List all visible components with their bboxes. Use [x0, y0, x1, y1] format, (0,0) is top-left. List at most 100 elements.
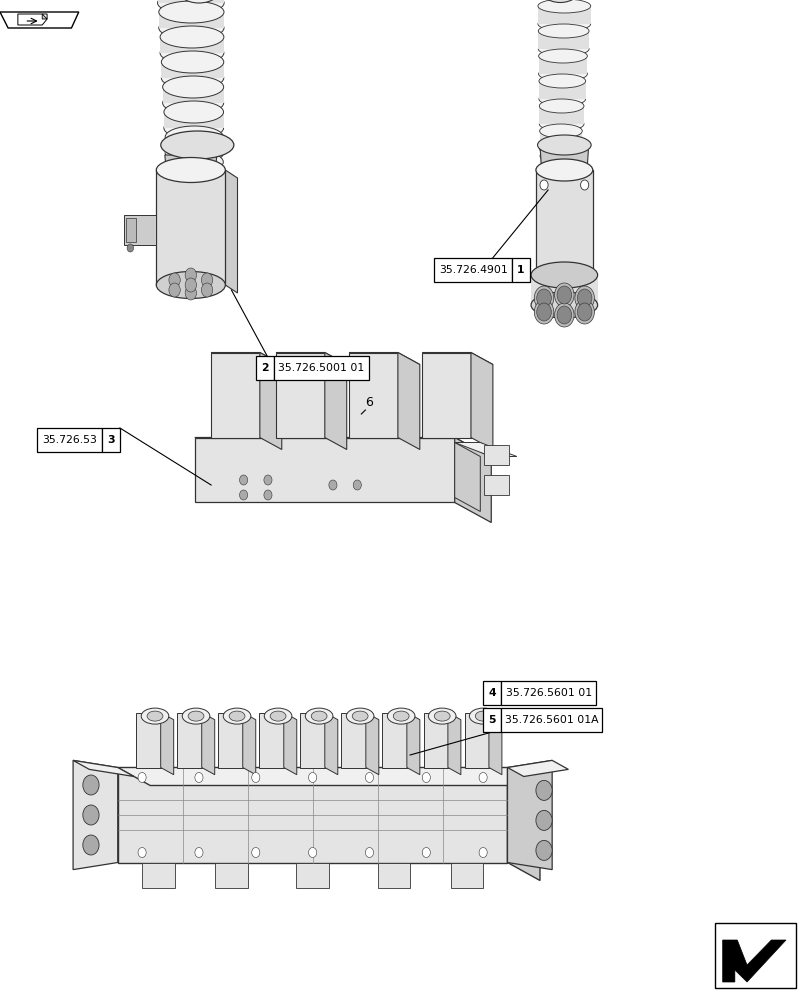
Polygon shape	[177, 712, 201, 768]
Polygon shape	[218, 712, 242, 768]
Polygon shape	[324, 353, 346, 450]
Ellipse shape	[305, 708, 333, 724]
Polygon shape	[161, 712, 174, 775]
Circle shape	[83, 835, 99, 855]
Polygon shape	[211, 353, 260, 438]
Polygon shape	[211, 353, 281, 364]
Polygon shape	[201, 712, 214, 775]
Polygon shape	[507, 768, 539, 880]
Polygon shape	[42, 14, 47, 19]
Circle shape	[536, 289, 551, 307]
Polygon shape	[537, 6, 590, 24]
Polygon shape	[538, 56, 586, 74]
Polygon shape	[539, 81, 585, 99]
Ellipse shape	[538, 42, 588, 56]
Circle shape	[308, 772, 316, 782]
Ellipse shape	[159, 17, 224, 39]
FancyBboxPatch shape	[500, 681, 595, 705]
Ellipse shape	[147, 711, 163, 721]
Circle shape	[478, 772, 487, 782]
Ellipse shape	[393, 711, 409, 721]
Ellipse shape	[166, 151, 223, 173]
Polygon shape	[539, 131, 581, 149]
Ellipse shape	[174, 0, 223, 3]
Circle shape	[536, 303, 551, 321]
Circle shape	[201, 273, 212, 287]
Polygon shape	[422, 353, 492, 364]
Text: 4: 4	[487, 688, 496, 698]
Polygon shape	[539, 145, 588, 170]
Circle shape	[577, 289, 591, 307]
Polygon shape	[118, 768, 539, 786]
Circle shape	[138, 847, 146, 857]
Ellipse shape	[157, 0, 224, 14]
Circle shape	[534, 300, 553, 324]
Ellipse shape	[264, 708, 291, 724]
Polygon shape	[165, 155, 217, 173]
Circle shape	[577, 303, 591, 321]
Circle shape	[478, 847, 487, 857]
Polygon shape	[276, 353, 346, 364]
Polygon shape	[488, 712, 501, 775]
Ellipse shape	[352, 711, 367, 721]
Polygon shape	[161, 62, 224, 78]
Polygon shape	[260, 353, 281, 450]
FancyBboxPatch shape	[714, 923, 795, 988]
Ellipse shape	[182, 708, 209, 724]
Ellipse shape	[434, 711, 449, 721]
Circle shape	[556, 286, 571, 304]
Polygon shape	[483, 445, 508, 465]
Polygon shape	[18, 14, 47, 25]
Polygon shape	[215, 862, 247, 888]
Circle shape	[185, 268, 196, 282]
Ellipse shape	[387, 708, 414, 724]
Ellipse shape	[539, 117, 583, 131]
Ellipse shape	[311, 711, 327, 721]
Ellipse shape	[538, 49, 586, 63]
Polygon shape	[422, 353, 470, 438]
Polygon shape	[538, 31, 588, 49]
Polygon shape	[283, 712, 296, 775]
Ellipse shape	[538, 67, 586, 81]
Circle shape	[574, 300, 594, 324]
Polygon shape	[406, 712, 419, 775]
Polygon shape	[470, 353, 492, 450]
Circle shape	[554, 303, 573, 327]
Ellipse shape	[474, 711, 491, 721]
Polygon shape	[165, 137, 223, 153]
Polygon shape	[225, 170, 237, 293]
Ellipse shape	[537, 0, 581, 3]
Polygon shape	[195, 438, 454, 502]
Text: 35.726.53: 35.726.53	[42, 435, 97, 445]
Circle shape	[169, 273, 180, 287]
Ellipse shape	[537, 0, 590, 13]
Polygon shape	[166, 162, 223, 178]
Ellipse shape	[188, 711, 204, 721]
Polygon shape	[507, 760, 568, 776]
Circle shape	[169, 283, 180, 297]
Circle shape	[535, 810, 551, 830]
Ellipse shape	[141, 708, 169, 724]
Ellipse shape	[165, 126, 223, 148]
Ellipse shape	[223, 708, 251, 724]
Circle shape	[556, 306, 571, 324]
FancyBboxPatch shape	[255, 356, 273, 380]
Circle shape	[83, 775, 99, 795]
FancyBboxPatch shape	[434, 258, 511, 282]
Ellipse shape	[165, 142, 223, 164]
Polygon shape	[454, 442, 517, 456]
Text: 5: 5	[487, 715, 496, 725]
FancyBboxPatch shape	[36, 428, 102, 452]
Polygon shape	[349, 353, 397, 438]
Polygon shape	[535, 170, 592, 275]
Circle shape	[580, 180, 588, 190]
Polygon shape	[160, 37, 224, 53]
Polygon shape	[349, 353, 419, 364]
Ellipse shape	[469, 708, 496, 724]
Polygon shape	[300, 712, 324, 768]
Polygon shape	[136, 712, 161, 768]
Polygon shape	[123, 215, 156, 245]
Text: 35.726.5601 01A: 35.726.5601 01A	[504, 715, 598, 725]
Ellipse shape	[539, 74, 585, 88]
Circle shape	[239, 490, 247, 500]
